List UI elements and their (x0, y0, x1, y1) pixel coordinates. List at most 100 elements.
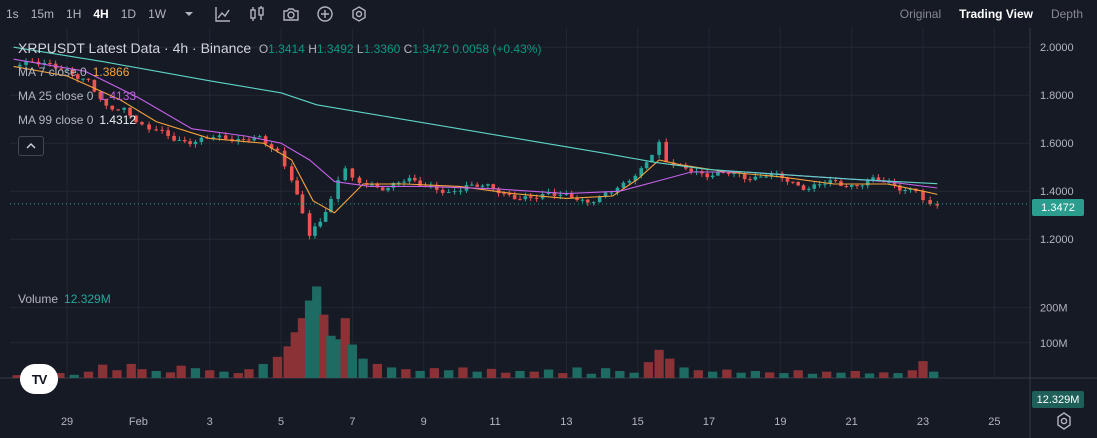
candle-body (177, 139, 182, 141)
view-tab-original[interactable]: Original (899, 7, 942, 21)
volume-bar (386, 367, 397, 378)
candle-body (496, 188, 501, 194)
candle-body (475, 184, 480, 187)
volume-bar (654, 349, 664, 378)
x-tick-label: 11 (489, 416, 500, 428)
volume-bar (190, 368, 201, 378)
volume-bar (151, 370, 161, 378)
volume-bar (326, 335, 336, 378)
ma25-legend[interactable]: MA 25 close 0 1.4133 (18, 89, 137, 103)
indicators-icon[interactable] (211, 4, 235, 24)
y-tick-label: 1.4000 (1040, 186, 1074, 198)
candle-body (166, 130, 170, 136)
candle-body (418, 180, 422, 186)
candle-body (380, 187, 385, 191)
volume-bar (472, 371, 482, 378)
volume-bar (822, 371, 832, 378)
candle-body (935, 204, 940, 206)
volume-value: 12.329M (64, 292, 111, 306)
volume-bar (272, 356, 283, 378)
collapse-legend-button[interactable] (18, 136, 44, 156)
candle-body (199, 137, 204, 142)
volume-bar (219, 371, 229, 378)
price-chart[interactable]: 2.0000 1.8000 1.6000 1.4000 1.2000 200M 100M 29… (0, 28, 1097, 438)
volume-bar (558, 373, 568, 378)
candle-body (357, 177, 362, 184)
candle-body (742, 173, 747, 180)
volume-bar (340, 318, 350, 378)
candle-body (329, 198, 333, 212)
timeframe-1w[interactable]: 1W (148, 7, 167, 21)
candle-body (24, 61, 28, 65)
candle-body (446, 192, 451, 194)
camera-icon[interactable] (279, 4, 303, 24)
ma7-legend[interactable]: MA 7 close 0 1.3866 (18, 65, 130, 79)
volume-bar (629, 372, 639, 378)
x-tick-label: 3 (207, 416, 213, 428)
timeframe-4h[interactable]: 4H (93, 7, 109, 21)
volume-bar (429, 368, 440, 378)
candle-body (336, 180, 340, 199)
candle-body (507, 193, 512, 195)
candle-body (769, 174, 774, 177)
view-tab-trading-view[interactable]: Trading View (959, 7, 1033, 21)
candle-body (609, 192, 614, 194)
candle-body (452, 191, 457, 193)
ma99-legend[interactable]: MA 99 close 0 1.4312 (18, 113, 137, 127)
plus-circle-icon[interactable] (313, 4, 337, 24)
candle-body (876, 177, 881, 181)
volume-bar (333, 339, 343, 378)
candle-body (657, 141, 661, 155)
volume-bar (779, 373, 789, 378)
volume-bar (850, 370, 860, 378)
timeframe-15m[interactable]: 15m (30, 7, 55, 21)
timeframe-1d[interactable]: 1D (120, 7, 137, 21)
volume-bar (347, 344, 358, 378)
candle-body (791, 181, 795, 183)
volume-bar (69, 374, 79, 378)
candle-body (318, 221, 323, 227)
volume-bar (165, 372, 176, 378)
candle-body (812, 184, 817, 189)
candle-body (726, 172, 731, 175)
x-tick-label: 19 (774, 416, 786, 428)
volume-bar (319, 314, 329, 378)
candle-body (70, 69, 75, 75)
chevron-down-icon[interactable] (177, 4, 201, 24)
tradingview-logo[interactable]: TV (20, 364, 58, 394)
volume-bar (312, 286, 322, 378)
candle-body (575, 197, 579, 201)
candle-body (534, 197, 539, 199)
x-tick-label: 25 (988, 416, 1000, 428)
volume-bar (529, 371, 539, 378)
view-tab-depth[interactable]: Depth (1050, 7, 1083, 21)
gear-icon[interactable] (1054, 411, 1074, 431)
candle-body (865, 180, 870, 186)
volume-bar (643, 362, 654, 378)
candle-body (849, 184, 854, 187)
y-tick-label: 1.6000 (1040, 138, 1074, 150)
candle-body (193, 141, 198, 145)
replay-icon[interactable] (347, 4, 371, 24)
chart-area[interactable]: 2.0000 1.8000 1.6000 1.4000 1.2000 200M 100M 29… (0, 28, 1097, 438)
volume-bar (458, 367, 468, 378)
x-tick-label: Feb (129, 416, 148, 428)
candle-body (860, 185, 865, 187)
candle-body (154, 129, 159, 131)
volume-bar (233, 373, 243, 378)
x-tick-label: 9 (421, 416, 427, 428)
timeframe-1h[interactable]: 1H (66, 7, 82, 21)
candle-body (110, 105, 115, 110)
x-tick-label: 15 (632, 416, 644, 428)
candle-body (182, 139, 187, 142)
candle-body (252, 137, 257, 141)
high-value: 1.3492 (316, 42, 354, 56)
candle-body (855, 184, 859, 186)
bar-style-icon[interactable] (245, 4, 269, 24)
candle-body (116, 109, 120, 111)
timeframe-1s[interactable]: 1s (6, 7, 19, 21)
candle-body (627, 180, 632, 183)
candle-body (188, 141, 192, 145)
change-value: 0.0058 (+0.43%) (452, 42, 542, 56)
candle-body (491, 184, 496, 189)
